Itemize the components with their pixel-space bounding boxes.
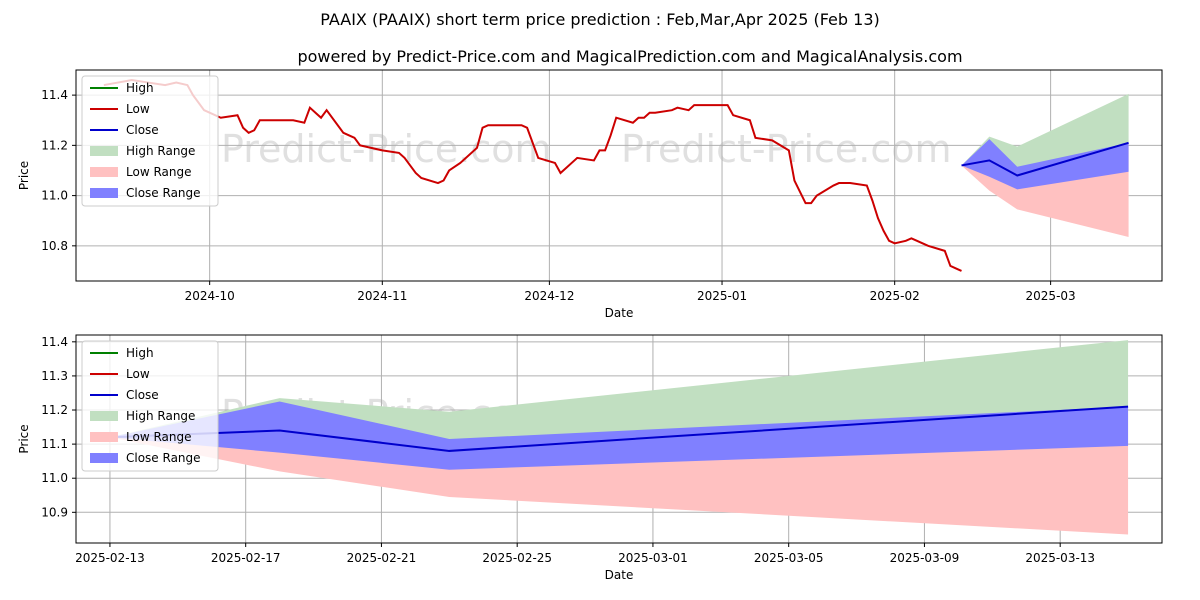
x-tick-label: 2024-12 [524,289,574,303]
y-tick-label: 11.4 [41,88,68,102]
legend-label: Close [126,388,159,402]
legend-label: High [126,81,154,95]
legend-label: Low [126,367,150,381]
x-tick-label: 2024-11 [357,289,407,303]
y-tick-label: 10.9 [41,505,68,519]
x-tick-label: 2025-03-13 [1025,551,1095,565]
legend-label: Close Range [126,451,201,465]
watermark-text: Predict-Price.com [221,127,552,171]
legend-label: Low [126,102,150,116]
chart-title: PAAIX (PAAIX) short term price predictio… [320,10,879,29]
x-tick-label: 2025-03-05 [754,551,824,565]
x-tick-label: 2025-02-17 [211,551,281,565]
y-tick-label: 11.2 [41,403,68,417]
legend: High Low Close High Range Low Range Close Ran… [81,340,219,472]
legend-label: Close [126,123,159,137]
close-range-band [961,139,1129,190]
low-series-line [103,79,962,272]
legend-label: Low Range [126,430,191,444]
y-tick-label: 11.4 [41,335,68,349]
legend-swatch [90,146,118,156]
legend-swatch [90,453,118,463]
legend-swatch [90,167,118,177]
x-tick-label: 2025-01 [697,289,747,303]
legend-label: High Range [126,144,195,158]
legend-swatch [90,188,118,198]
y-axis-label: Price [17,424,31,453]
x-axis-label: Date [605,568,634,582]
plot-frame [75,69,1163,282]
close-range-band [109,401,1129,470]
x-tick-label: 2025-02 [870,289,920,303]
x-tick-label: 2025-03-09 [890,551,960,565]
y-tick-label: 11.3 [41,369,68,383]
y-tick-label: 11.2 [41,138,68,152]
chart-subtitle: powered by Predict-Price.com and Magical… [297,47,962,66]
y-axis-label: Price [17,161,31,190]
close-series-line [961,141,1129,177]
x-tick-label: 2025-02-21 [347,551,417,565]
legend-label: High Range [126,409,195,423]
x-tick-label: 2025-03-01 [618,551,688,565]
top-panel: Predict-Price.com Predict-Price.com2024-1… [17,69,1163,320]
y-tick-label: 11.0 [41,471,68,485]
bottom-panel: Predict-Price.comPredict-Price.com2025-0… [17,334,1163,582]
x-tick-label: 2024-10 [185,289,235,303]
x-tick-label: 2025-03 [1026,289,1076,303]
y-tick-label: 11.1 [41,437,68,451]
legend-swatch [90,432,118,442]
plot-frame [75,334,1163,544]
legend-label: Low Range [126,165,191,179]
legend-label: High [126,346,154,360]
y-tick-label: 11.0 [41,189,68,203]
y-tick-label: 10.8 [41,239,68,253]
legend-label: Close Range [126,186,201,200]
x-tick-label: 2025-02-13 [75,551,145,565]
x-axis-label: Date [605,306,634,320]
x-tick-label: 2025-02-25 [482,551,552,565]
legend-swatch [90,411,118,421]
legend: High Low Close High Range Low Range Close Ran… [81,75,219,207]
